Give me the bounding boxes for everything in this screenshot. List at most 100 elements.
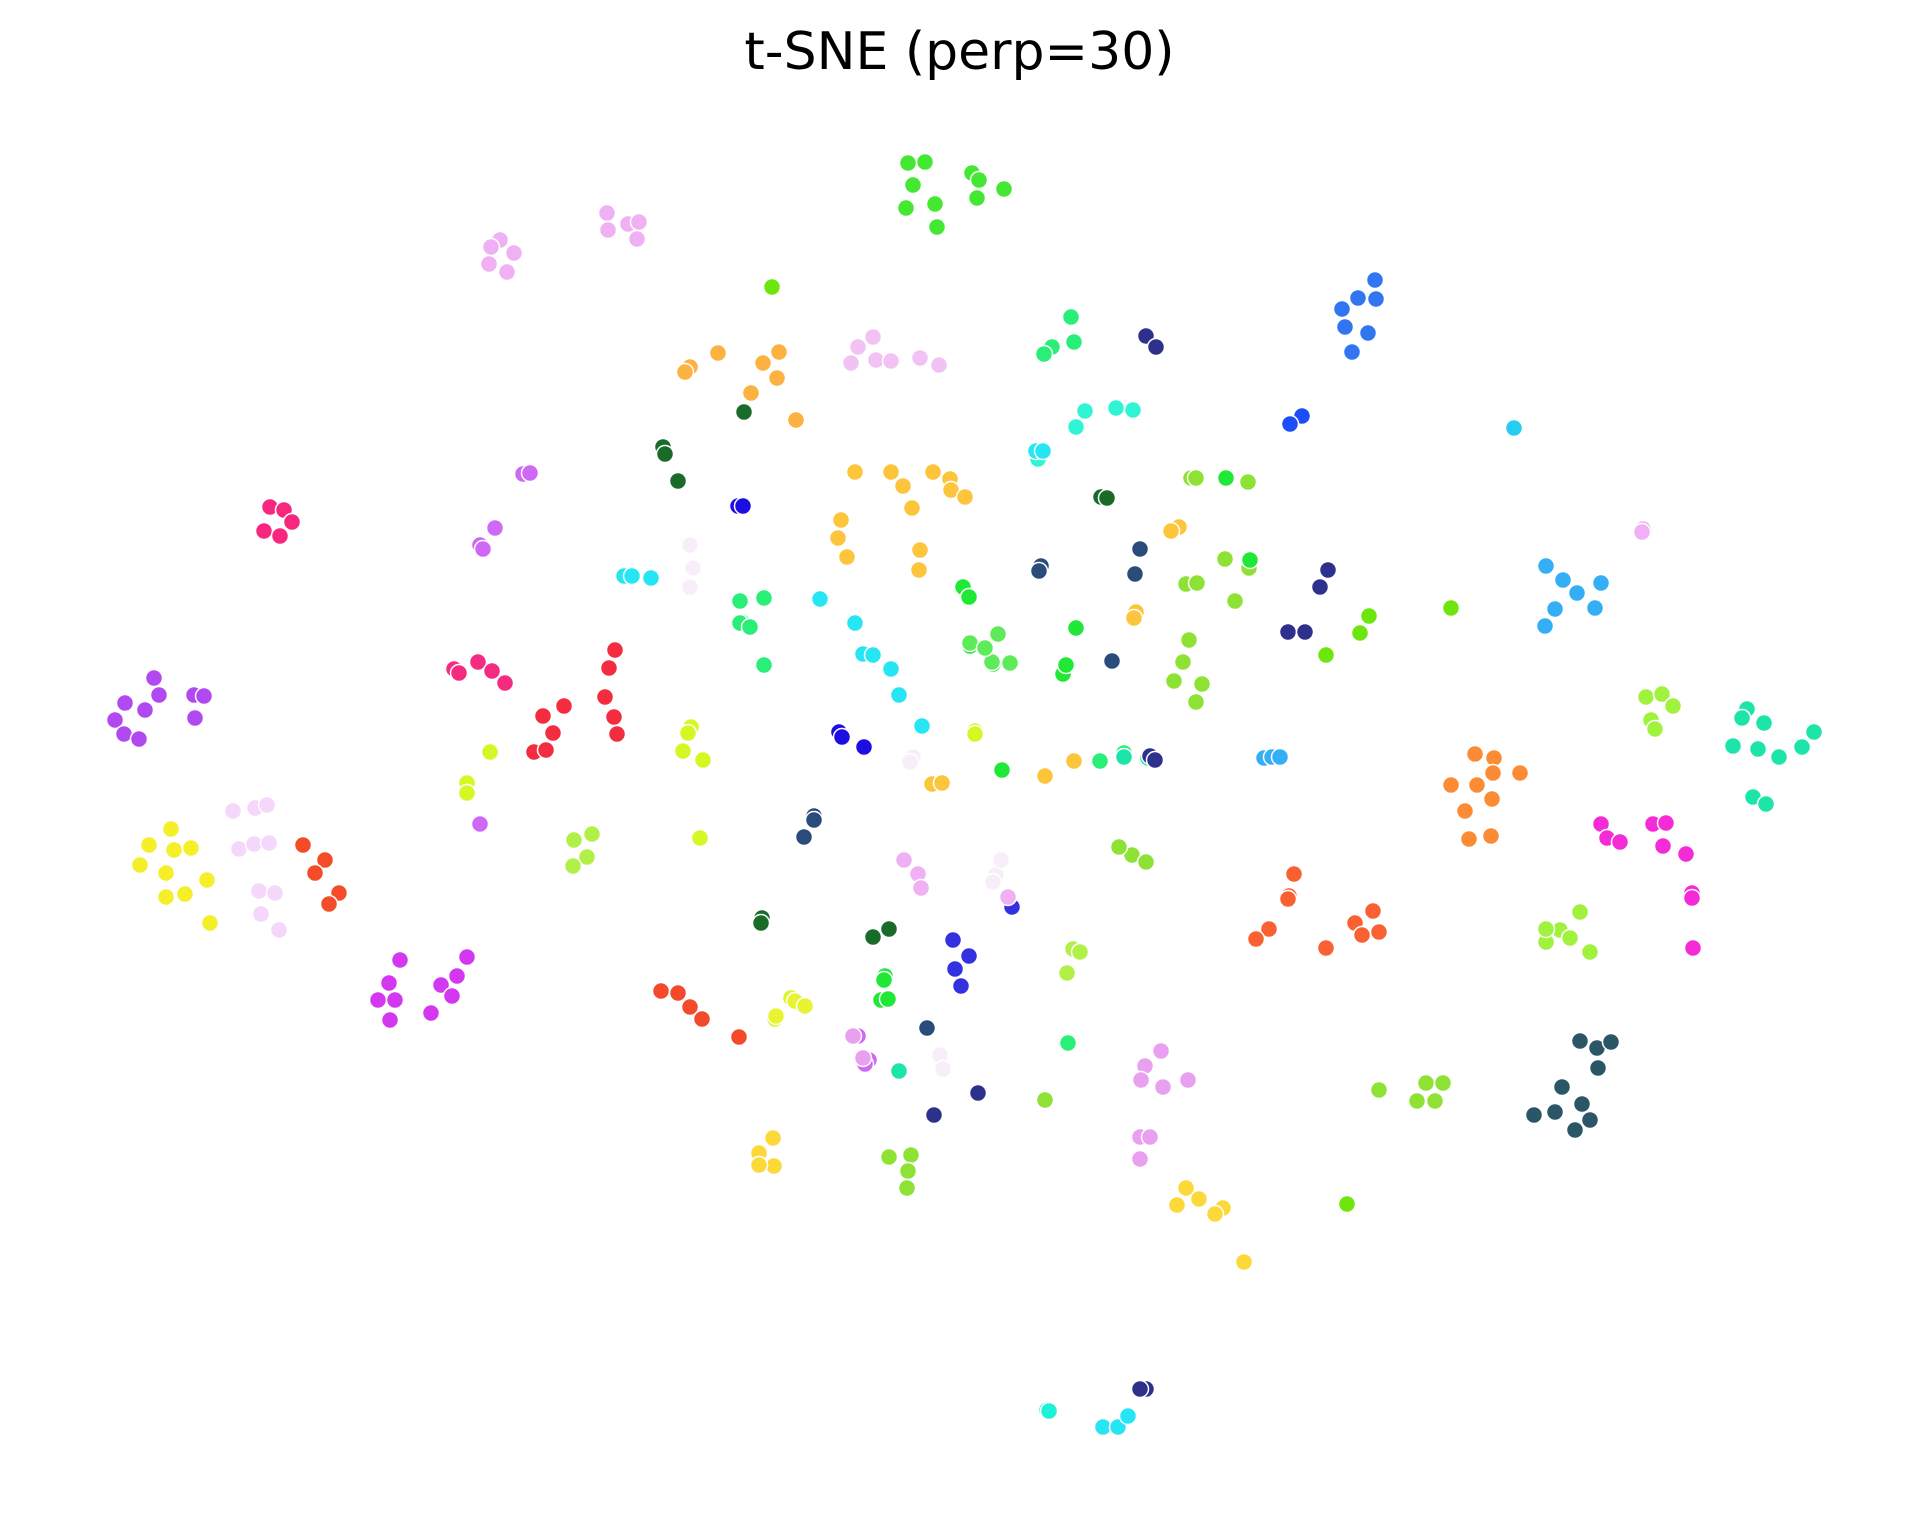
scatter-point <box>1481 826 1501 846</box>
scatter-point <box>595 687 615 707</box>
scatter-point <box>1164 671 1184 691</box>
scatter-point <box>1359 606 1379 626</box>
scatter-point <box>1459 829 1479 849</box>
scatter-point <box>900 752 920 772</box>
scatter-point <box>692 1009 712 1029</box>
scatter-point <box>1146 337 1166 357</box>
scatter-point <box>1792 737 1812 757</box>
scatter-point <box>945 959 965 979</box>
scatter-point <box>129 729 149 749</box>
scatter-point <box>898 1161 918 1181</box>
scatter-point <box>927 217 947 237</box>
scatter-point <box>959 587 979 607</box>
scatter-point <box>282 512 302 532</box>
scatter-point <box>257 795 277 815</box>
scatter-point <box>1192 674 1212 694</box>
scatter-point <box>1173 652 1193 672</box>
scatter-point <box>1061 307 1081 327</box>
scatter-point <box>200 913 220 933</box>
scatter-point <box>1270 747 1290 767</box>
scatter-point <box>1123 400 1143 420</box>
scatter-point <box>1769 747 1789 767</box>
scatter-point <box>1565 1120 1585 1140</box>
scatter-point <box>1632 522 1652 542</box>
scatter-point <box>1066 417 1086 437</box>
scatter-point <box>1000 653 1020 673</box>
scatter-point <box>1467 775 1487 795</box>
scatter-point <box>889 685 909 705</box>
scatter-point <box>1585 598 1605 618</box>
scatter-point <box>917 1018 937 1038</box>
scatter-point <box>708 343 728 363</box>
scatter-point <box>1280 414 1300 434</box>
scatter-point <box>254 521 274 541</box>
scatter-point <box>164 840 184 860</box>
scatter-point <box>1034 344 1054 364</box>
scatter-point <box>1601 1032 1621 1052</box>
scatter-point <box>1070 942 1090 962</box>
scatter-point <box>598 220 618 240</box>
scatter-point <box>910 540 930 560</box>
scatter-point <box>1535 616 1555 636</box>
scatter-point <box>380 1010 400 1030</box>
scatter-point <box>482 661 502 681</box>
scatter-point <box>767 368 787 388</box>
scatter-point <box>893 476 913 496</box>
scatter-point <box>1683 938 1703 958</box>
scatter-point <box>1035 1090 1055 1110</box>
scatter-point <box>1109 837 1129 857</box>
scatter-point <box>115 693 135 713</box>
scatter-point <box>1295 622 1315 642</box>
scatter-point <box>1225 591 1245 611</box>
scatter-point <box>1365 270 1385 290</box>
scatter-point <box>1332 299 1352 319</box>
scatter-point <box>563 856 583 876</box>
scatter-point <box>156 887 176 907</box>
scatter-point <box>878 989 898 1009</box>
scatter-point <box>1369 922 1389 942</box>
scatter-point <box>156 863 176 883</box>
scatter-point <box>874 970 894 990</box>
scatter-point <box>319 894 339 914</box>
scatter-point <box>597 203 617 223</box>
scatter-point <box>1238 472 1258 492</box>
scatter-point <box>763 1128 783 1148</box>
scatter-point <box>607 724 627 744</box>
scatter-point <box>582 824 602 844</box>
scatter-point <box>1366 289 1386 309</box>
scatter-point <box>1804 722 1824 742</box>
scatter-point <box>969 170 989 190</box>
scatter-point <box>1407 1091 1427 1111</box>
scatter-point <box>1363 901 1383 921</box>
scatter-point <box>144 668 164 688</box>
scatter-point <box>1064 332 1084 352</box>
scatter-point <box>841 353 861 373</box>
scatter-point <box>988 624 1008 644</box>
scatter-point <box>130 855 150 875</box>
scatter-point <box>181 838 201 858</box>
scatter-point <box>1553 570 1573 590</box>
scatter-point <box>431 975 451 995</box>
scatter-point <box>975 638 995 658</box>
scatter-point <box>449 663 469 683</box>
scatter-point <box>470 814 490 834</box>
scatter-point <box>1186 468 1206 488</box>
scatter-point <box>1588 1058 1608 1078</box>
scatter-point <box>1652 684 1672 704</box>
scatter-point <box>1176 1178 1196 1198</box>
scatter-point <box>1140 1127 1160 1147</box>
scatter-point <box>680 577 700 597</box>
scatter-point <box>497 262 517 282</box>
scatter-point <box>923 462 943 482</box>
scatter-point <box>135 700 155 720</box>
scatter-point <box>457 947 477 967</box>
scatter-point <box>1057 963 1077 983</box>
scatter-point <box>897 1178 917 1198</box>
scatter-point <box>831 510 851 530</box>
scatter-point <box>863 645 883 665</box>
scatter-point <box>197 870 217 890</box>
scatter-point <box>1580 942 1600 962</box>
scatter-point <box>1754 713 1774 733</box>
